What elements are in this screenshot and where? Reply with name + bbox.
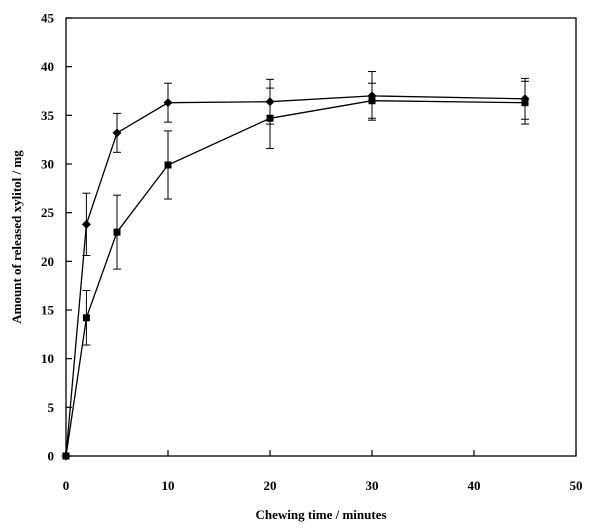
x-tick-label: 40	[468, 478, 481, 493]
data-point-diamond	[112, 128, 122, 138]
x-tick-label: 10	[162, 478, 175, 493]
x-tick-label: 0	[63, 478, 70, 493]
x-axis-label: Chewing time / minutes	[255, 507, 386, 522]
y-tick-label: 40	[41, 59, 54, 74]
x-axis-ticks: 0 10 20 30 40 50	[63, 450, 583, 493]
y-axis-label: Amount of released xylitol / mg	[9, 150, 24, 324]
y-tick-label: 25	[41, 205, 55, 220]
series-1-line	[65, 95, 526, 457]
data-point-square	[82, 314, 90, 322]
y-tick-label: 5	[48, 400, 55, 415]
y-tick-label: 45	[41, 11, 55, 26]
plot-frame	[65, 17, 577, 457]
x-tick-label: 30	[366, 478, 379, 493]
data-point-square	[521, 99, 529, 107]
y-tick-label: 10	[41, 351, 54, 366]
x-tick-label: 20	[264, 478, 277, 493]
y-tick-label: 35	[41, 108, 55, 123]
x-tick-label: 50	[570, 478, 583, 493]
data-point-square	[266, 114, 274, 122]
y-tick-label: 20	[41, 254, 54, 269]
data-point-square	[368, 97, 376, 105]
series-2-line	[65, 100, 526, 457]
series-1	[61, 71, 530, 461]
y-tick-label: 0	[48, 449, 55, 464]
data-point-square	[62, 452, 70, 460]
series-2	[62, 80, 529, 460]
data-point-square	[113, 228, 121, 236]
data-point-square	[164, 161, 172, 169]
y-tick-label: 30	[41, 157, 54, 172]
y-axis-ticks: 0 5 10 15 20 25 30 35 40 45	[41, 11, 72, 464]
series-layer	[61, 71, 530, 461]
data-point-diamond	[163, 98, 173, 108]
data-point-diamond	[81, 219, 91, 229]
y-tick-label: 15	[41, 303, 55, 318]
